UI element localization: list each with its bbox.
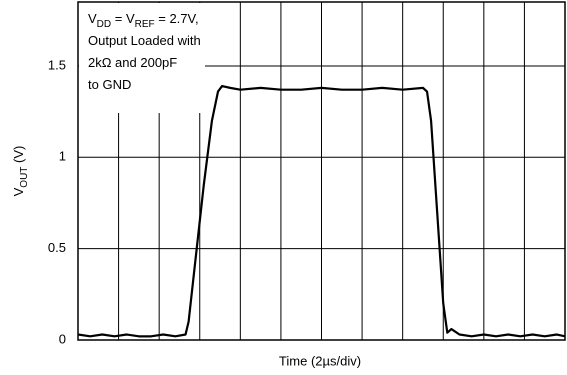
annotation: to GND xyxy=(88,77,131,92)
annotation-subscript: REF xyxy=(135,19,155,30)
annotation-text: 2kΩ and 200pF xyxy=(88,55,177,70)
annotation: VDD = VREF = 2.7V, xyxy=(88,11,199,29)
data-line xyxy=(77,84,566,338)
y-tick-label: 1 xyxy=(59,149,66,164)
y-axis-label: VOUT (V) xyxy=(11,146,29,197)
y-tick-label: 1.5 xyxy=(48,57,66,72)
annotation-box xyxy=(79,3,205,113)
annotation-subscript: DD xyxy=(97,19,111,30)
y-axis-label-text: (V) xyxy=(11,146,26,167)
annotation-text: = V xyxy=(111,11,135,26)
y-axis-label-subscript: OUT xyxy=(19,167,30,188)
annotation-text: Output Loaded with xyxy=(88,33,201,48)
annotation: Output Loaded with xyxy=(88,33,201,48)
annotation-text: = 2.7V, xyxy=(155,11,199,26)
plot-frame xyxy=(77,1,566,341)
annotation-text: V xyxy=(88,11,97,26)
x-axis-label: Time (2µs/div) xyxy=(279,353,361,368)
annotation: 2kΩ and 200pF xyxy=(88,55,177,70)
y-axis-label-text: V xyxy=(11,187,26,196)
y-tick-label: 0.5 xyxy=(48,240,66,255)
annotation-text: to GND xyxy=(88,77,131,92)
y-tick-label: 0 xyxy=(59,331,66,346)
